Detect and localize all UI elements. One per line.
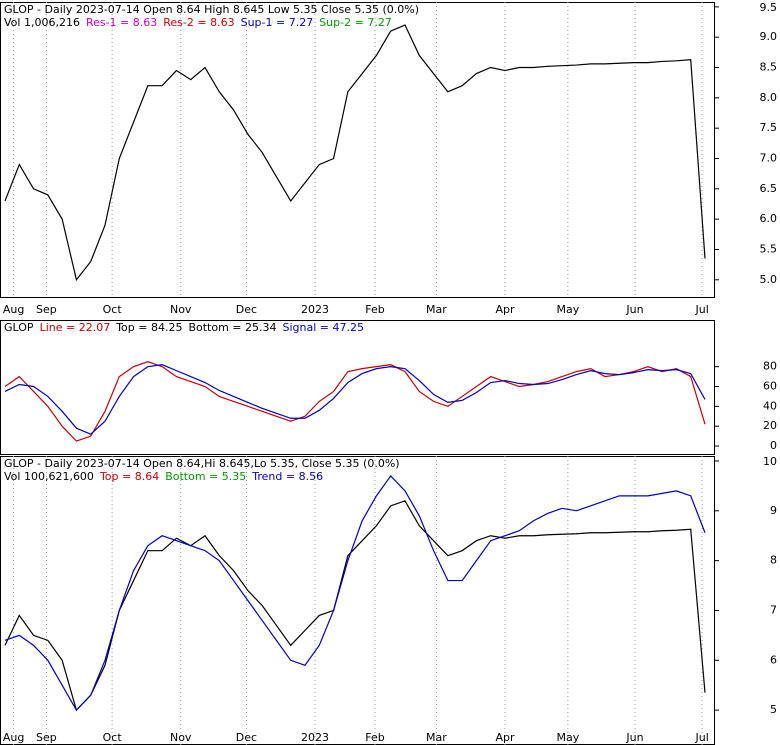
price-line bbox=[4, 24, 706, 282]
x-tick-label: Mar bbox=[426, 731, 447, 744]
x-tick-label: Sep bbox=[36, 303, 57, 316]
y-tick-label: 5.0 bbox=[760, 273, 778, 286]
y-tick-label: 10 bbox=[763, 455, 777, 468]
annotation: Signal = 47.25 bbox=[283, 321, 365, 334]
annotation: Top = 8.64 bbox=[99, 470, 159, 483]
annotation: Top = 84.25 bbox=[115, 321, 182, 334]
x-tick-label: Oct bbox=[103, 303, 123, 316]
x-tick-label: Nov bbox=[170, 303, 192, 316]
y-tick-label: 7.0 bbox=[760, 151, 778, 164]
x-tick-label: 2023 bbox=[301, 303, 329, 316]
annotation: Vol 1,006,216 bbox=[4, 16, 80, 29]
price-line bbox=[4, 474, 706, 712]
y-tick-label: 8.5 bbox=[760, 61, 778, 74]
annotation: Res-2 = 8.63 bbox=[163, 16, 234, 29]
y-tick-label: 0 bbox=[770, 439, 777, 452]
annotation: Res-1 = 8.63 bbox=[86, 16, 157, 29]
y-tick-label: 5.5 bbox=[760, 242, 778, 255]
y-tick-label: 6.0 bbox=[760, 212, 778, 225]
annotation: Vol 100,621,600 bbox=[4, 470, 94, 483]
x-tick-label: Mar bbox=[426, 303, 447, 316]
x-tick-label: Dec bbox=[236, 731, 257, 744]
x-tick-label: Aug bbox=[3, 303, 24, 316]
x-tick-label: Nov bbox=[170, 731, 192, 744]
panel-title: GLOP - Daily 2023-07-14 Open 8.64,Hi 8.6… bbox=[4, 457, 400, 470]
panel-header: GLOP Line = 22.07 Top = 84.25 Bottom = 25.3… bbox=[4, 321, 364, 334]
y-tick-label: 40 bbox=[763, 399, 777, 412]
y-tick-label: 9.5 bbox=[760, 1, 778, 14]
x-tick-label: Jul bbox=[695, 303, 709, 316]
x-tick-label: Jul bbox=[695, 731, 709, 744]
x-tick-label: Feb bbox=[365, 731, 384, 744]
annotation: Sup-2 = 7.27 bbox=[319, 16, 392, 29]
y-tick-label: 7.5 bbox=[760, 121, 778, 134]
x-tick-label: May bbox=[556, 303, 579, 316]
annotation: Line = 22.07 bbox=[40, 321, 111, 334]
x-tick-label: Jun bbox=[625, 303, 643, 316]
y-tick-label: 80 bbox=[763, 360, 777, 373]
y-tick-label: 6 bbox=[770, 653, 777, 666]
plot-area bbox=[0, 2, 715, 298]
x-tick-label: Dec bbox=[236, 303, 257, 316]
x-tick-label: Jun bbox=[625, 731, 643, 744]
y-tick-label: 9.0 bbox=[760, 30, 778, 43]
panel-header: GLOP - Daily 2023-07-14 Open 8.64,Hi 8.6… bbox=[4, 457, 400, 483]
annotation: Bottom = 25.34 bbox=[188, 321, 276, 334]
panel-header: GLOP - Daily 2023-07-14 Open 8.64 High 8… bbox=[4, 3, 419, 29]
x-tick-label: Sep bbox=[36, 731, 57, 744]
y-tick-label: 9 bbox=[770, 504, 777, 517]
x-tick-label: May bbox=[556, 731, 579, 744]
x-tick-label: 2023 bbox=[301, 731, 329, 744]
x-tick-label: Oct bbox=[103, 731, 123, 744]
x-tick-label: Apr bbox=[495, 303, 515, 316]
price-line bbox=[4, 361, 706, 442]
y-tick-label: 8 bbox=[770, 554, 777, 567]
x-tick-label: Aug bbox=[3, 731, 24, 744]
y-tick-label: 8.0 bbox=[760, 91, 778, 104]
panel-title: GLOP bbox=[4, 321, 34, 334]
price-line bbox=[4, 364, 706, 435]
x-tick-label: Apr bbox=[495, 731, 515, 744]
y-tick-label: 7 bbox=[770, 603, 777, 616]
y-tick-label: 6.5 bbox=[760, 182, 778, 195]
annotation: Sup-1 = 7.27 bbox=[241, 16, 314, 29]
plot-area bbox=[0, 320, 715, 455]
y-tick-label: 60 bbox=[763, 380, 777, 393]
y-tick-label: 5 bbox=[770, 703, 777, 716]
y-tick-label: 20 bbox=[763, 419, 777, 432]
annotation: Bottom = 5.35 bbox=[165, 470, 246, 483]
panel-title: GLOP - Daily 2023-07-14 Open 8.64 High 8… bbox=[4, 3, 419, 16]
annotation: Trend = 8.56 bbox=[251, 470, 323, 483]
x-tick-label: Feb bbox=[365, 303, 384, 316]
